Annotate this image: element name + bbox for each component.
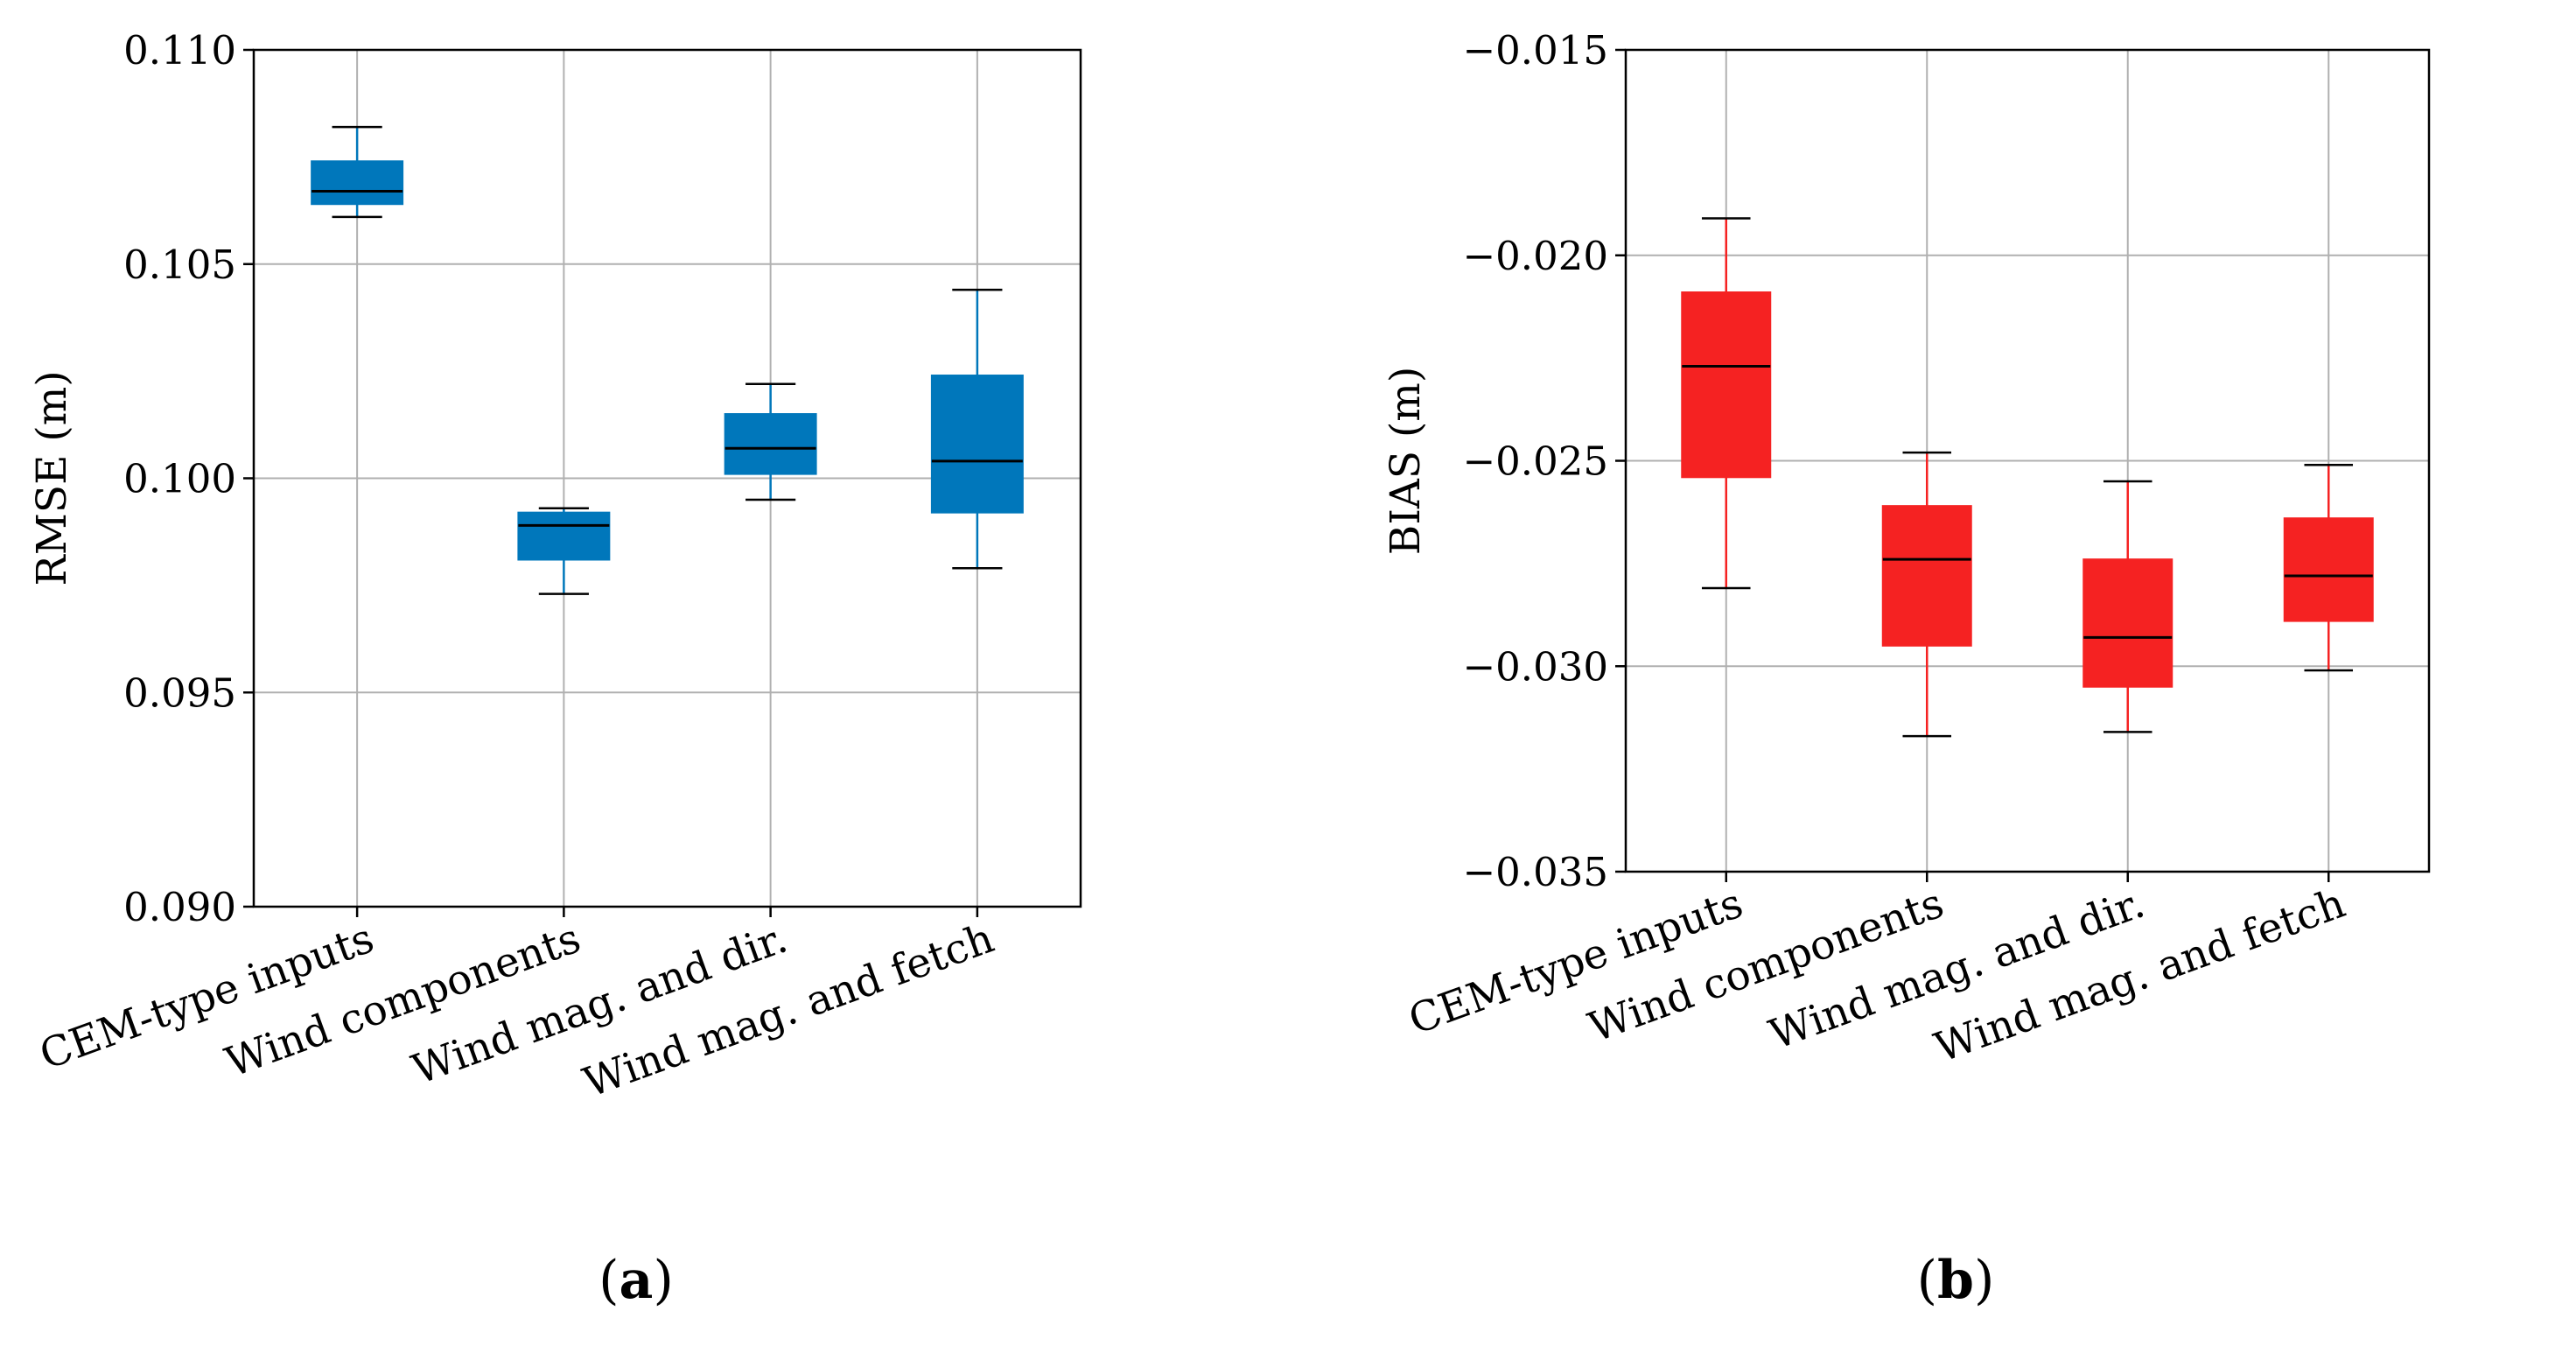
- box-wind-components: [517, 507, 611, 595]
- y-axis-label: BIAS (m): [1382, 367, 1430, 555]
- y-tick-label: −0.025: [1462, 438, 1608, 485]
- panel-b-bias: −0.035 −0.030 −0.025 −0.020 −0.015 CEM-type i…: [1382, 27, 2431, 1311]
- x-tick-label-cem-type-inputs: CEM-type inputs: [33, 915, 380, 1080]
- panel-label: (a): [598, 1250, 674, 1311]
- box-wind-components: [1881, 451, 1972, 738]
- box-cem-type-inputs: [1681, 217, 1772, 590]
- box-iqr: [311, 160, 404, 206]
- box-iqr: [724, 413, 817, 475]
- box-iqr: [517, 511, 611, 561]
- y-tick-label: 0.100: [123, 456, 236, 502]
- box-wind-mag-and-dir: [724, 382, 817, 501]
- box-wind-mag-and-dir: [2082, 480, 2174, 733]
- y-tick-label: 0.095: [123, 669, 236, 716]
- panel-a-rmse: 0.090 0.095 0.100 0.105 0.110 CEM-type inputs…: [28, 27, 1082, 1311]
- x-tick-label-cem-type-inputs: CEM-type inputs: [1403, 880, 1749, 1045]
- box-wind-mag-and-fetch: [930, 288, 1024, 570]
- x-tick-label-wind-components: Wind components: [220, 915, 587, 1088]
- box-iqr: [2082, 558, 2174, 688]
- box-iqr: [1681, 291, 1772, 479]
- y-tick-label: −0.035: [1462, 849, 1608, 895]
- box-iqr: [2283, 517, 2374, 622]
- y-tick-label: 0.105: [123, 242, 236, 288]
- y-tick-label: 0.110: [123, 27, 236, 74]
- y-tick-label: −0.020: [1462, 233, 1608, 279]
- box-iqr: [930, 375, 1024, 514]
- box-iqr: [1881, 505, 1972, 647]
- box-cem-type-inputs: [311, 125, 404, 219]
- y-tick-label: −0.015: [1462, 27, 1608, 74]
- y-axis-label: RMSE (m): [28, 370, 76, 585]
- y-tick-label: −0.030: [1462, 643, 1608, 690]
- panel-label: (b): [1917, 1250, 1995, 1311]
- box-wind-mag-and-fetch: [2283, 463, 2374, 672]
- y-tick-label: 0.090: [123, 884, 236, 930]
